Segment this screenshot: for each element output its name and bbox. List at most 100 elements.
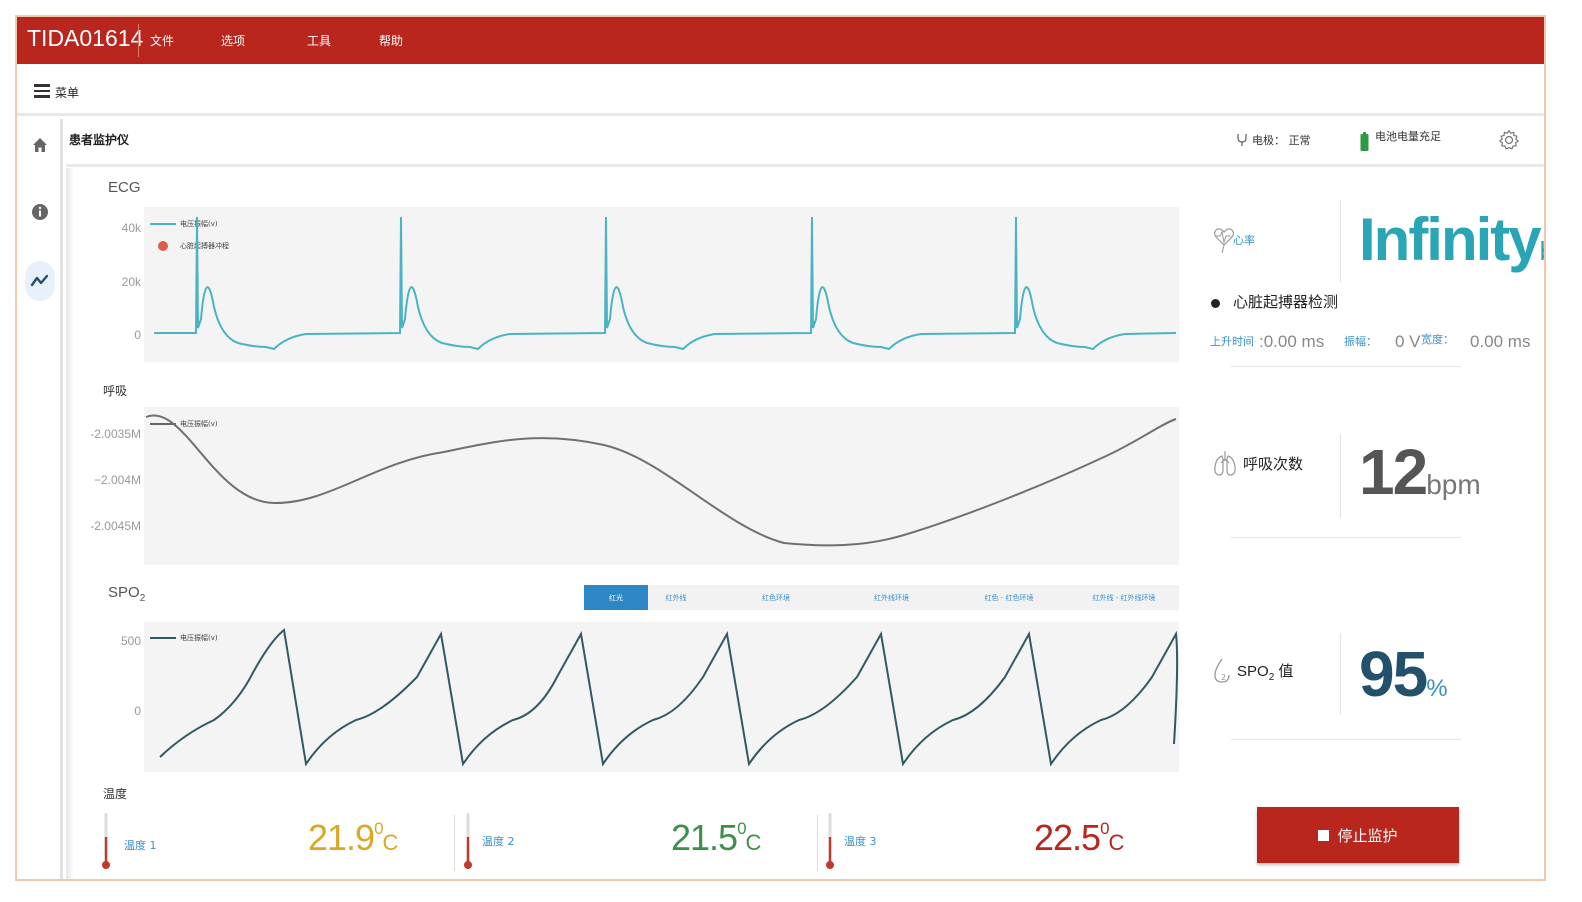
spo2-trace bbox=[159, 628, 1179, 767]
spo2-ytick: 0 bbox=[134, 704, 141, 718]
width-label: 宽度： bbox=[1421, 333, 1454, 346]
app-window: TIDA01614 文件 选项 工具 帮助 菜单 患者监护仪 电极： 正常 电 bbox=[15, 15, 1546, 881]
ecg-legend-voltage: 电压振幅(v) bbox=[150, 219, 218, 229]
tab-infrared-ambient[interactable]: 红外线环境 bbox=[874, 593, 909, 602]
page-title: 患者监护仪 bbox=[69, 133, 130, 147]
spo2-plot bbox=[144, 622, 1179, 772]
resp-ytick: -2.0035M bbox=[90, 427, 141, 441]
ecg-ytick: 40k bbox=[121, 221, 141, 235]
temp-section-label: 温度 bbox=[103, 787, 128, 801]
resp-rate-label: 呼吸次数 bbox=[1213, 449, 1303, 477]
resp-plot bbox=[144, 407, 1179, 565]
ecg-waveform bbox=[154, 216, 1177, 351]
heart-rate-number: Infinity bbox=[1359, 206, 1542, 273]
tab-infrared-minus-ambient[interactable]: 红外线 - 红外线环境 bbox=[1092, 593, 1156, 602]
tab-red[interactable]: 红光 bbox=[584, 585, 648, 610]
ecg-ytick: 20k bbox=[121, 275, 141, 289]
spo2-legend-voltage: 电压振幅(v) bbox=[150, 633, 218, 643]
pacer-detect-title: 心脏起搏器检测 bbox=[1233, 293, 1339, 311]
home-icon[interactable] bbox=[27, 132, 53, 158]
lungs-icon bbox=[1214, 451, 1236, 476]
resp-trace bbox=[145, 414, 1177, 547]
legend-dot bbox=[158, 241, 168, 251]
battery-icon bbox=[1360, 132, 1369, 151]
waveform-icon[interactable] bbox=[27, 268, 53, 294]
spo2-number: 95 bbox=[1359, 638, 1428, 710]
stop-monitoring-button[interactable]: 停止监护 bbox=[1257, 807, 1459, 863]
legend-line bbox=[150, 223, 176, 225]
temp-value-number: 22.5 bbox=[1034, 817, 1101, 858]
legend-text: 心脏起搏器冲程 bbox=[180, 242, 229, 250]
brand-divider bbox=[138, 24, 139, 57]
temp-value-number: 21.5 bbox=[671, 817, 738, 858]
temp-sensor-1-label: 温度 1 bbox=[124, 839, 157, 852]
menu-help[interactable]: 帮助 bbox=[379, 34, 404, 48]
menu-button-label[interactable]: 菜单 bbox=[55, 86, 80, 100]
thermometer-icon bbox=[101, 813, 111, 871]
spo2-section-label: SPO2 bbox=[108, 584, 145, 604]
temp-sensor-2-value: 21.50C bbox=[671, 817, 761, 859]
gear-icon[interactable] bbox=[1498, 129, 1520, 151]
legend-text: 电压振幅(v) bbox=[180, 634, 218, 642]
amplitude-value: 0 V bbox=[1395, 332, 1421, 351]
top-menu-bar: TIDA01614 文件 选项 工具 帮助 bbox=[17, 17, 1544, 64]
temp-sensor-3-value: 22.50C bbox=[1034, 817, 1125, 859]
battery-status-text: 电池电量充足 bbox=[1375, 130, 1441, 143]
spo2-label-text-suffix: 值 bbox=[1274, 662, 1294, 680]
menu-options[interactable]: 选项 bbox=[221, 34, 246, 48]
spo2-label-text-main: SPO bbox=[1237, 662, 1269, 680]
menu-file[interactable]: 文件 bbox=[150, 34, 175, 48]
resp-waveform bbox=[145, 414, 1177, 547]
spo2-value-label: 2 SPO2 值 bbox=[1213, 657, 1293, 685]
resp-rate-number: 12 bbox=[1359, 436, 1428, 508]
heart-rate-value: Infinitybpm bbox=[1359, 205, 1544, 274]
heart-rate-label: 心率 bbox=[1213, 225, 1255, 255]
electrode-status-text: 电极： 正常 bbox=[1252, 134, 1311, 147]
info-icon[interactable] bbox=[27, 199, 53, 225]
svg-text:2: 2 bbox=[1221, 673, 1226, 682]
temp-sensor-2-label: 温度 2 bbox=[482, 835, 515, 848]
hamburger-icon[interactable] bbox=[34, 84, 50, 98]
ecg-plot bbox=[144, 207, 1179, 362]
temp-unit: C bbox=[382, 830, 399, 855]
spo2-unit: % bbox=[1426, 675, 1448, 702]
rise-time-label: 上升时间 bbox=[1210, 335, 1254, 348]
ecg-trace bbox=[154, 216, 1177, 351]
legend-line bbox=[150, 423, 176, 425]
secondary-bar: 菜单 bbox=[17, 64, 1544, 116]
width-value: 0.00 ms bbox=[1470, 332, 1531, 351]
spo2-value: 95% bbox=[1359, 637, 1448, 711]
stop-icon bbox=[1318, 829, 1330, 841]
tab-infrared[interactable]: 红外线 bbox=[665, 593, 687, 602]
spo2-ytick: 500 bbox=[120, 634, 141, 648]
resp-rate-unit: bpm bbox=[1426, 469, 1481, 500]
temp-degree: 0 bbox=[737, 819, 747, 838]
brand-logo: TIDA01614 bbox=[27, 25, 144, 51]
temp-unit: C bbox=[1108, 830, 1125, 855]
ecg-section-label: ECG bbox=[108, 179, 141, 196]
spo2-icon: 2 bbox=[1214, 658, 1230, 683]
thermometer-icon bbox=[825, 813, 835, 871]
resp-rate-value: 12bpm bbox=[1359, 435, 1481, 509]
temp-degree: 0 bbox=[374, 819, 384, 838]
tab-red-minus-ambient[interactable]: 红色 - 红色环境 bbox=[984, 593, 1034, 602]
legend-text: 电压振幅(v) bbox=[180, 220, 218, 228]
ecg-legend-pacer: 心脏起搏器冲程 bbox=[150, 241, 229, 251]
resp-rate-label-text: 呼吸次数 bbox=[1243, 454, 1304, 473]
ecg-ytick: 0 bbox=[134, 328, 141, 342]
spo2-label-text-sub: 2 bbox=[1268, 671, 1275, 683]
resp-ytick: -2.0045M bbox=[90, 519, 141, 533]
temp-sensor-3-label: 温度 3 bbox=[844, 835, 877, 848]
resp-section-label: 呼吸 bbox=[103, 384, 128, 398]
tab-red-ambient[interactable]: 红色环境 bbox=[762, 593, 790, 602]
thermometer-icon bbox=[463, 813, 473, 871]
stethoscope-icon bbox=[1237, 134, 1247, 146]
legend-text: 电压振幅(v) bbox=[180, 420, 218, 428]
battery-status: 电池电量充足 bbox=[1360, 128, 1441, 152]
heart-rate-label-text: 心率 bbox=[1233, 234, 1255, 247]
menu-tools[interactable]: 工具 bbox=[307, 34, 332, 48]
sidebar bbox=[17, 119, 63, 879]
heart-rate-unit: bpm bbox=[1540, 236, 1544, 266]
amplitude-label: 振幅： bbox=[1344, 335, 1377, 348]
spo2-label-main: SPO bbox=[108, 584, 140, 601]
